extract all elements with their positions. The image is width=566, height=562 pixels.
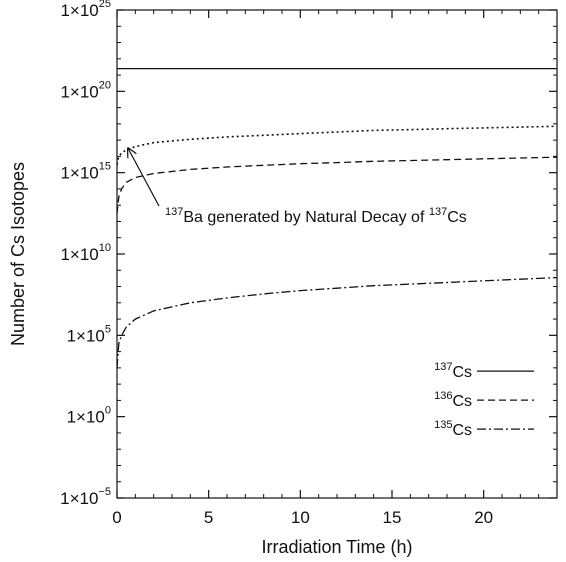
legend-mass-number: 136 [434, 390, 452, 402]
y-tick-power: 5 [105, 323, 111, 335]
y-tick-label: 1×10−5 [60, 486, 111, 508]
legend-element: Cs [452, 422, 472, 439]
x-tick-label: 5 [204, 508, 213, 527]
y-tick-base: 1×10 [67, 326, 105, 345]
y-tick-base: 1×10 [60, 245, 98, 264]
y-tick-power: 10 [99, 242, 111, 254]
plot-frame [116, 9, 558, 499]
annotation-text: 137Ba generated by Natural Decay of 137C… [165, 206, 467, 226]
y-tick-label: 1×1010 [60, 242, 111, 264]
annotation-mass-number: 137 [429, 206, 447, 218]
y-tick-power: 25 [99, 0, 111, 10]
y-tick-label: 1×1015 [60, 161, 111, 183]
y-tick-base: 1×10 [67, 408, 105, 427]
y-tick-label: 1×1020 [60, 79, 111, 101]
series-line-136-cs [116, 156, 558, 214]
series-layer [116, 67, 558, 368]
annotation: 137Ba generated by Natural Decay of 137C… [128, 148, 467, 226]
y-tick-power: 20 [99, 79, 111, 91]
legend-element: Cs [452, 393, 472, 410]
series-line-135-cs [116, 276, 558, 368]
y-tick-power: −5 [98, 486, 111, 498]
y-axis-title: Number of Cs Isotopes [8, 162, 28, 346]
annotation-arrow [128, 148, 160, 207]
y-tick-power: 0 [105, 405, 111, 417]
y-tick-label: 1×105 [67, 323, 111, 345]
x-tick-label: 20 [474, 508, 493, 527]
y-tick-power: 15 [99, 161, 111, 173]
y-tick-base: 1×10 [60, 82, 98, 101]
legend-element: Cs [452, 364, 472, 381]
x-axis-title: Irradiation Time (h) [261, 537, 412, 557]
legend-label: 136Cs [434, 390, 472, 410]
x-axis: 0 5 10 15 20 [112, 10, 540, 527]
legend-mass-number: 135 [434, 419, 452, 431]
x-tick-label: 10 [291, 508, 310, 527]
x-tick-label: 0 [112, 508, 121, 527]
x-tick-label: 15 [383, 508, 402, 527]
legend-label: 137Cs [434, 361, 472, 381]
annotation-mass-number: 137 [165, 206, 183, 218]
y-tick-label: 1×100 [67, 405, 111, 427]
y-tick-base: 1×10 [60, 489, 98, 508]
series-line-ba137 [116, 125, 558, 165]
legend-label: 135Cs [434, 419, 472, 439]
annotation-segment: Cs [447, 209, 467, 226]
annotation-segment: Ba generated by Natural Decay of [183, 209, 428, 226]
y-tick-label: 1×1025 [60, 0, 111, 20]
y-tick-base: 1×10 [60, 164, 98, 183]
y-tick-base: 1×10 [60, 1, 98, 20]
legend-mass-number: 137 [434, 361, 452, 373]
